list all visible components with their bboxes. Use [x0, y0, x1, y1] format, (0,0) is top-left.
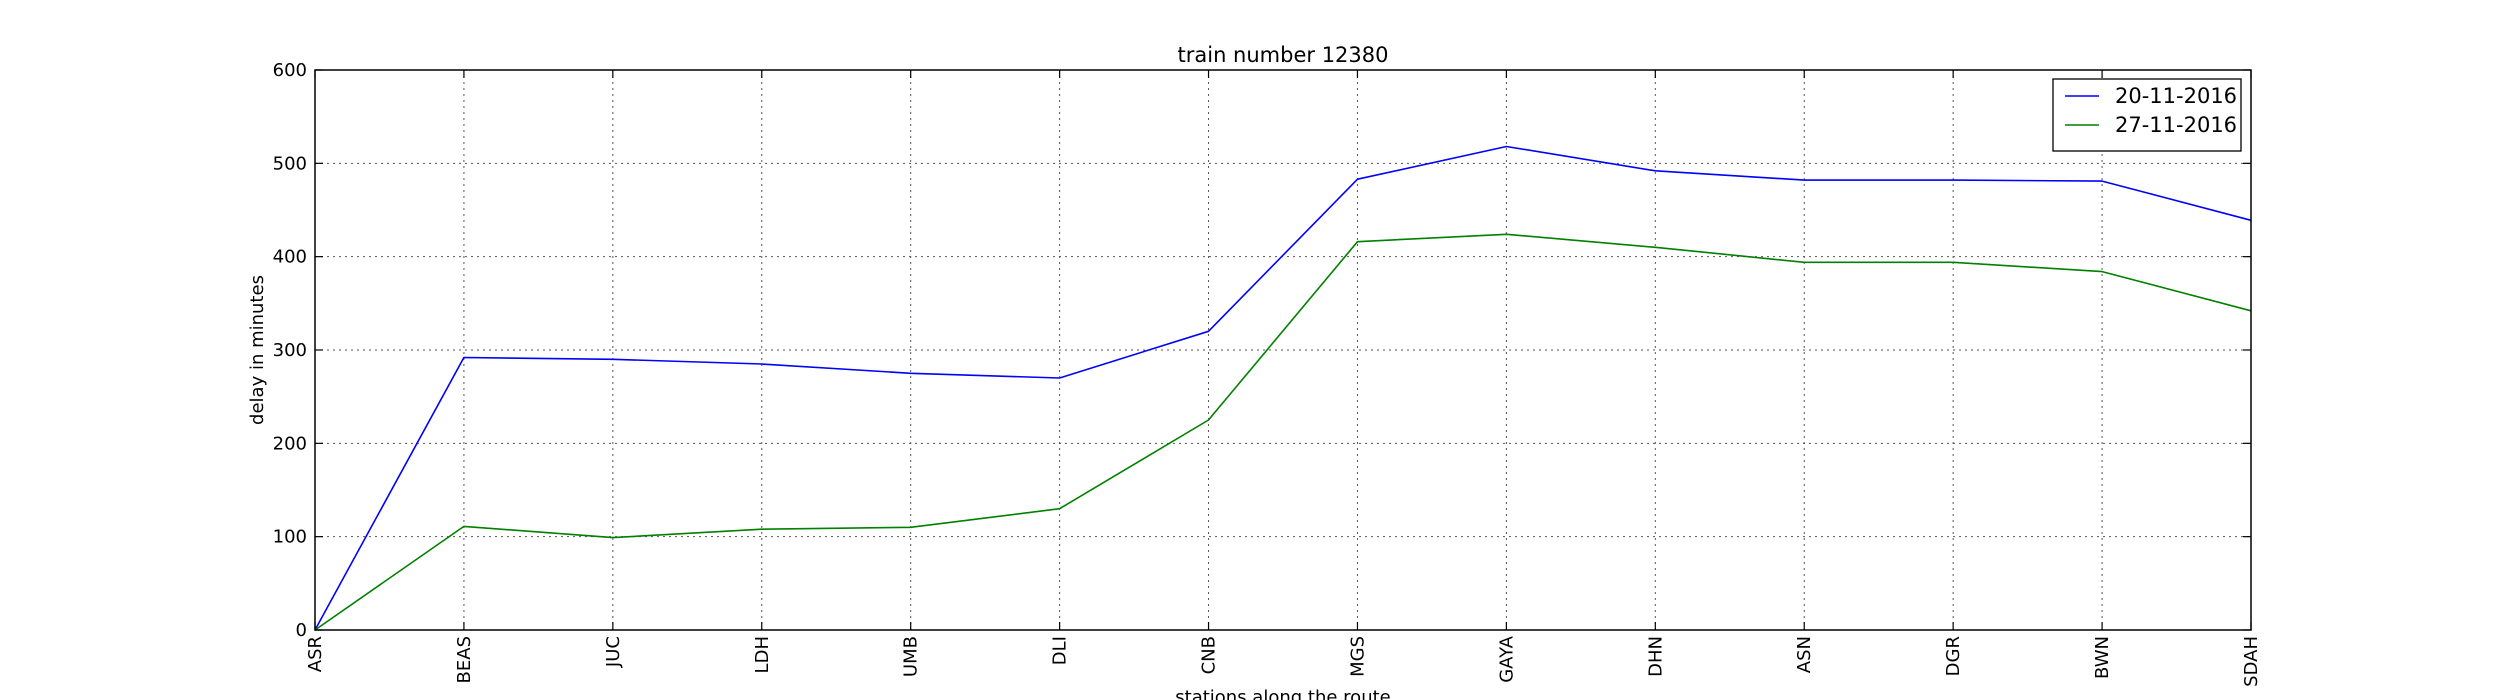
x-tick-label: ASR: [305, 636, 326, 672]
x-tick-label: LDH: [752, 636, 773, 673]
y-tick-label: 500: [273, 153, 307, 174]
x-tick-label: ASN: [1794, 636, 1815, 673]
x-tick-label: UMB: [901, 636, 922, 677]
x-axis-title: stations along the route: [1175, 687, 1390, 700]
legend-label: 20-11-2016: [2115, 84, 2237, 108]
series-line: [314, 145, 2252, 631]
legend: 20-11-2016 27-11-2016: [2052, 78, 2242, 152]
x-tick-label: DLI: [1050, 636, 1071, 665]
chart-title: train number 12380: [1178, 43, 1389, 67]
x-tick-label: GAYA: [1496, 635, 1517, 682]
x-tick-labels: ASR BEAS JUC LDH UMB DLI CNB MGS GAYA DHN ASN DGR BW…: [305, 635, 2262, 687]
x-tick-label: BWN: [2092, 636, 2113, 679]
legend-box: [2052, 78, 2242, 152]
y-tick-label: 100: [273, 527, 307, 548]
x-tick-label: DGR: [1943, 636, 1964, 676]
legend-label: 27-11-2016: [2115, 113, 2237, 137]
y-axis-title: delay in minutes: [247, 275, 268, 425]
x-tick-label: BEAS: [454, 636, 475, 683]
y-tick-label: 300: [273, 340, 307, 361]
y-tick-label: 0: [296, 620, 307, 641]
axis-ticks: [314, 69, 2252, 631]
y-tick-label: 400: [273, 247, 307, 268]
y-tick-label: 600: [273, 60, 307, 81]
grid: [315, 70, 2251, 630]
x-tick-label: DHN: [1645, 636, 1666, 677]
x-tick-label: CNB: [1199, 636, 1220, 674]
series-lines: [314, 145, 2252, 631]
y-tick-label: 200: [273, 433, 307, 454]
x-tick-label: SDAH: [2241, 636, 2262, 687]
x-tick-label: JUC: [603, 636, 624, 668]
y-tick-labels: 0 100 200 300 400 500 600: [273, 60, 307, 641]
x-tick-label: MGS: [1347, 636, 1368, 677]
series-line: [314, 233, 2252, 631]
